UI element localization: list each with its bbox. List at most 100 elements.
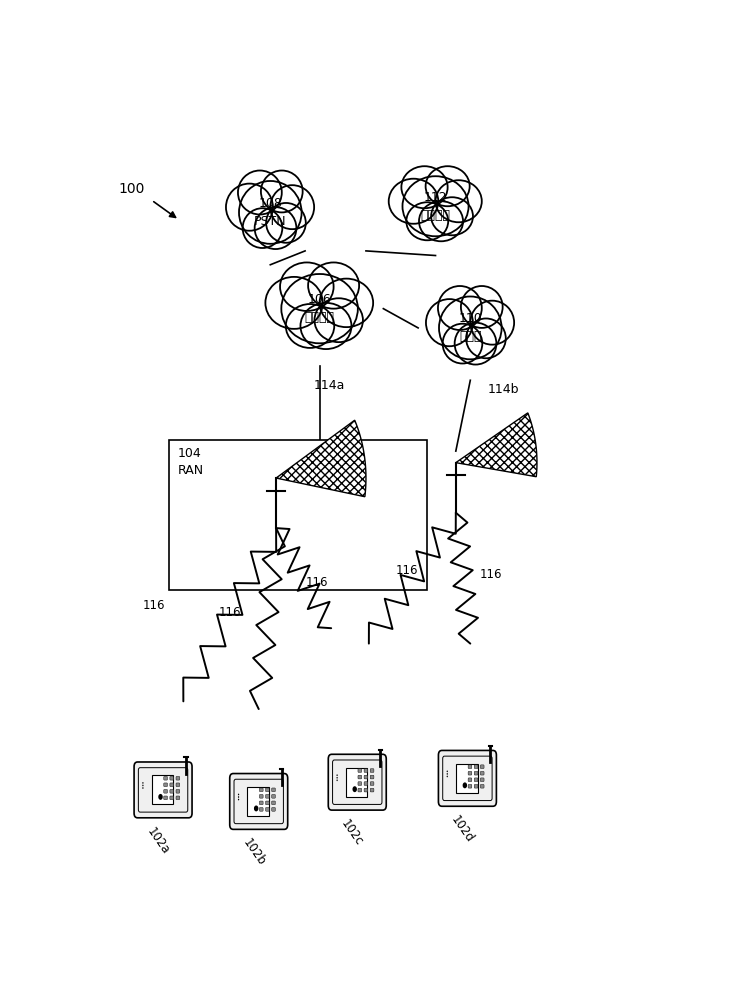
FancyBboxPatch shape bbox=[272, 801, 275, 805]
Circle shape bbox=[337, 779, 338, 781]
Circle shape bbox=[337, 774, 338, 776]
Ellipse shape bbox=[470, 301, 514, 345]
Ellipse shape bbox=[402, 166, 447, 208]
FancyBboxPatch shape bbox=[474, 765, 478, 769]
FancyBboxPatch shape bbox=[358, 769, 362, 772]
Ellipse shape bbox=[426, 166, 470, 206]
Circle shape bbox=[337, 777, 338, 779]
Bar bbox=[169, 440, 427, 590]
Text: 116: 116 bbox=[395, 564, 418, 577]
Text: 112
其他网络: 112 其他网络 bbox=[420, 191, 450, 222]
FancyBboxPatch shape bbox=[260, 794, 263, 798]
FancyBboxPatch shape bbox=[176, 776, 180, 780]
Text: 116: 116 bbox=[143, 599, 165, 612]
Bar bbox=[456, 764, 478, 793]
Text: 110
因特网: 110 因特网 bbox=[459, 312, 482, 343]
FancyBboxPatch shape bbox=[134, 762, 192, 818]
FancyBboxPatch shape bbox=[170, 796, 174, 800]
Text: 116: 116 bbox=[305, 576, 328, 588]
Circle shape bbox=[254, 805, 258, 811]
Ellipse shape bbox=[286, 304, 334, 348]
FancyBboxPatch shape bbox=[260, 808, 263, 811]
FancyBboxPatch shape bbox=[370, 788, 374, 792]
FancyBboxPatch shape bbox=[358, 775, 362, 779]
FancyBboxPatch shape bbox=[474, 784, 478, 788]
Ellipse shape bbox=[419, 201, 463, 241]
Ellipse shape bbox=[308, 262, 359, 309]
FancyBboxPatch shape bbox=[164, 776, 168, 780]
Circle shape bbox=[447, 773, 448, 775]
FancyBboxPatch shape bbox=[260, 788, 263, 792]
Text: 104
RAN: 104 RAN bbox=[177, 447, 203, 477]
Ellipse shape bbox=[443, 324, 482, 364]
FancyBboxPatch shape bbox=[480, 778, 484, 782]
Circle shape bbox=[447, 771, 448, 772]
Ellipse shape bbox=[319, 279, 373, 327]
FancyBboxPatch shape bbox=[480, 784, 484, 788]
FancyBboxPatch shape bbox=[438, 750, 497, 806]
Ellipse shape bbox=[266, 203, 306, 243]
Ellipse shape bbox=[281, 274, 358, 343]
Bar bbox=[346, 768, 367, 797]
Circle shape bbox=[238, 794, 239, 795]
Ellipse shape bbox=[254, 207, 296, 249]
FancyBboxPatch shape bbox=[370, 782, 374, 785]
FancyBboxPatch shape bbox=[468, 778, 472, 782]
Ellipse shape bbox=[314, 298, 363, 342]
Ellipse shape bbox=[461, 286, 503, 328]
Ellipse shape bbox=[280, 262, 334, 311]
FancyBboxPatch shape bbox=[170, 783, 174, 787]
Text: 100: 100 bbox=[118, 182, 144, 196]
FancyBboxPatch shape bbox=[364, 769, 368, 772]
Text: 116: 116 bbox=[218, 606, 241, 619]
Circle shape bbox=[159, 794, 163, 800]
FancyBboxPatch shape bbox=[170, 789, 174, 793]
FancyBboxPatch shape bbox=[170, 776, 174, 780]
Text: 108
PSTN: 108 PSTN bbox=[254, 197, 286, 228]
Circle shape bbox=[238, 799, 239, 800]
Ellipse shape bbox=[406, 202, 448, 240]
FancyBboxPatch shape bbox=[164, 796, 168, 800]
Text: 102b: 102b bbox=[239, 836, 268, 868]
Circle shape bbox=[142, 782, 144, 784]
Text: 114a: 114a bbox=[314, 379, 345, 392]
Bar bbox=[248, 787, 269, 816]
Ellipse shape bbox=[389, 179, 438, 224]
FancyBboxPatch shape bbox=[474, 771, 478, 775]
FancyBboxPatch shape bbox=[468, 771, 472, 775]
Ellipse shape bbox=[239, 181, 301, 244]
Text: 106
核心网络: 106 核心网络 bbox=[304, 293, 334, 324]
FancyBboxPatch shape bbox=[272, 788, 275, 792]
FancyBboxPatch shape bbox=[260, 801, 263, 805]
FancyBboxPatch shape bbox=[364, 775, 368, 779]
Ellipse shape bbox=[431, 197, 473, 235]
FancyBboxPatch shape bbox=[370, 775, 374, 779]
FancyBboxPatch shape bbox=[474, 778, 478, 782]
FancyBboxPatch shape bbox=[328, 754, 386, 810]
Ellipse shape bbox=[439, 296, 502, 359]
FancyBboxPatch shape bbox=[358, 782, 362, 785]
FancyBboxPatch shape bbox=[358, 788, 362, 792]
Ellipse shape bbox=[266, 277, 323, 329]
Text: 102c: 102c bbox=[339, 817, 366, 848]
FancyBboxPatch shape bbox=[176, 789, 180, 793]
FancyBboxPatch shape bbox=[266, 808, 269, 811]
Ellipse shape bbox=[438, 286, 482, 330]
FancyBboxPatch shape bbox=[364, 782, 368, 785]
Ellipse shape bbox=[455, 323, 497, 365]
Ellipse shape bbox=[402, 176, 468, 236]
Ellipse shape bbox=[426, 299, 473, 346]
Ellipse shape bbox=[301, 303, 352, 349]
Ellipse shape bbox=[435, 180, 482, 222]
Polygon shape bbox=[456, 413, 537, 477]
Circle shape bbox=[447, 776, 448, 777]
FancyBboxPatch shape bbox=[176, 796, 180, 800]
Bar bbox=[152, 775, 174, 804]
Ellipse shape bbox=[270, 185, 314, 229]
Circle shape bbox=[462, 782, 467, 788]
Circle shape bbox=[352, 786, 357, 792]
FancyBboxPatch shape bbox=[370, 769, 374, 772]
Ellipse shape bbox=[261, 171, 303, 212]
FancyBboxPatch shape bbox=[176, 783, 180, 787]
FancyBboxPatch shape bbox=[266, 794, 269, 798]
